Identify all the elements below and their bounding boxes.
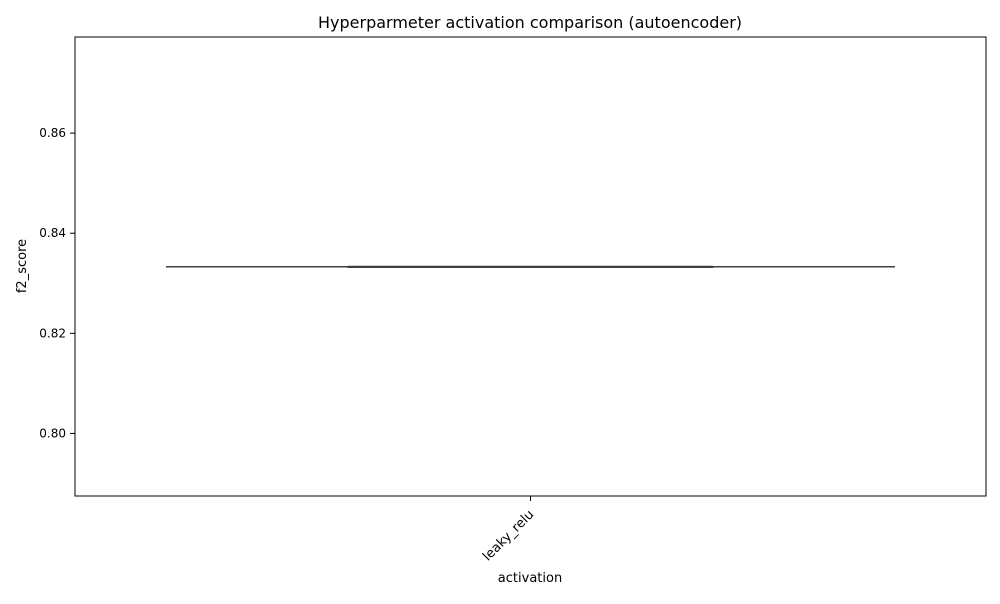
x-axis-label: activation bbox=[498, 571, 562, 586]
x-axis-ticks: leaky_relu bbox=[480, 496, 537, 564]
y-axis-label: f2_score bbox=[15, 239, 30, 293]
y-tick-label: 0.84 bbox=[39, 226, 66, 240]
box-series bbox=[166, 265, 895, 269]
y-tick-label: 0.86 bbox=[39, 126, 66, 140]
chart-title: Hyperparmeter activation comparison (aut… bbox=[318, 13, 742, 32]
y-tick-label: 0.82 bbox=[39, 326, 66, 340]
box-leaky-relu bbox=[166, 265, 895, 269]
y-axis-ticks: 0.80 0.82 0.84 0.86 bbox=[39, 126, 75, 440]
x-tick-label: leaky_relu bbox=[480, 507, 537, 564]
y-tick-label: 0.80 bbox=[39, 426, 66, 440]
